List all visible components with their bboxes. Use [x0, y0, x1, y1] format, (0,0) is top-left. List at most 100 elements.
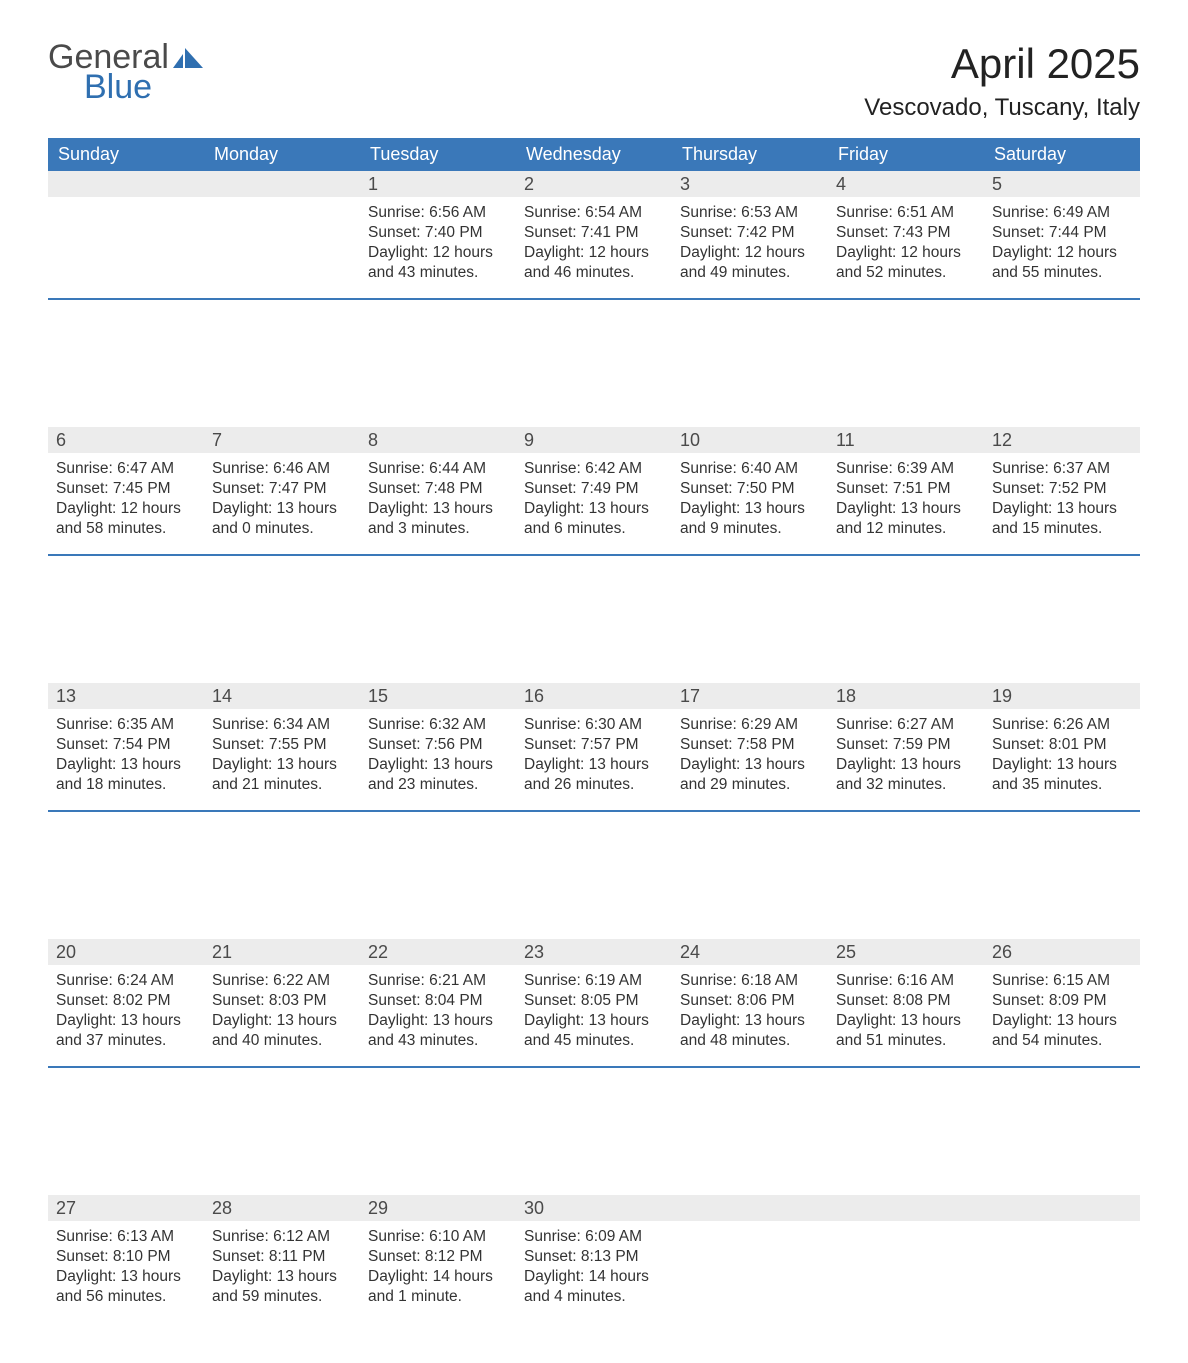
- day-number: 12: [984, 427, 1140, 453]
- day-number: 14: [204, 683, 360, 709]
- day-number: 21: [204, 939, 360, 965]
- sunrise-text: Sunrise: 6:40 AM: [680, 459, 820, 479]
- week-row: 1Sunrise: 6:56 AMSunset: 7:40 PMDaylight…: [48, 171, 1140, 299]
- daylight-text: Daylight: 12 hours and 55 minutes.: [992, 243, 1132, 283]
- day-number: [828, 1195, 984, 1221]
- day-cell: 12Sunrise: 6:37 AMSunset: 7:52 PMDayligh…: [984, 427, 1140, 555]
- daylight-text: Daylight: 13 hours and 3 minutes.: [368, 499, 508, 539]
- sunrise-text: Sunrise: 6:15 AM: [992, 971, 1132, 991]
- weekday-header: Wednesday: [516, 138, 672, 171]
- day-details: Sunrise: 6:44 AMSunset: 7:48 PMDaylight:…: [360, 453, 516, 548]
- day-details: Sunrise: 6:47 AMSunset: 7:45 PMDaylight:…: [48, 453, 204, 548]
- weekday-header: Tuesday: [360, 138, 516, 171]
- day-details: Sunrise: 6:42 AMSunset: 7:49 PMDaylight:…: [516, 453, 672, 548]
- day-details: Sunrise: 6:35 AMSunset: 7:54 PMDaylight:…: [48, 709, 204, 804]
- sunrise-text: Sunrise: 6:46 AM: [212, 459, 352, 479]
- day-cell: 19Sunrise: 6:26 AMSunset: 8:01 PMDayligh…: [984, 683, 1140, 811]
- week-row: 20Sunrise: 6:24 AMSunset: 8:02 PMDayligh…: [48, 939, 1140, 1067]
- sunrise-text: Sunrise: 6:09 AM: [524, 1227, 664, 1247]
- day-number: 16: [516, 683, 672, 709]
- sunrise-text: Sunrise: 6:53 AM: [680, 203, 820, 223]
- day-cell: [984, 1195, 1140, 1323]
- week-row: 13Sunrise: 6:35 AMSunset: 7:54 PMDayligh…: [48, 683, 1140, 811]
- daylight-text: Daylight: 13 hours and 37 minutes.: [56, 1011, 196, 1051]
- day-cell: 25Sunrise: 6:16 AMSunset: 8:08 PMDayligh…: [828, 939, 984, 1067]
- week-separator: [48, 811, 1140, 939]
- day-number: 17: [672, 683, 828, 709]
- day-number: 27: [48, 1195, 204, 1221]
- sunrise-text: Sunrise: 6:37 AM: [992, 459, 1132, 479]
- sunrise-text: Sunrise: 6:32 AM: [368, 715, 508, 735]
- title-block: April 2025 Vescovado, Tuscany, Italy: [864, 40, 1140, 122]
- day-details: Sunrise: 6:16 AMSunset: 8:08 PMDaylight:…: [828, 965, 984, 1060]
- day-number: [204, 171, 360, 197]
- daylight-text: Daylight: 13 hours and 21 minutes.: [212, 755, 352, 795]
- day-number: 4: [828, 171, 984, 197]
- daylight-text: Daylight: 13 hours and 48 minutes.: [680, 1011, 820, 1051]
- day-cell: 30Sunrise: 6:09 AMSunset: 8:13 PMDayligh…: [516, 1195, 672, 1323]
- weekday-header: Monday: [204, 138, 360, 171]
- sunset-text: Sunset: 8:01 PM: [992, 735, 1132, 755]
- day-number: 2: [516, 171, 672, 197]
- day-cell: 13Sunrise: 6:35 AMSunset: 7:54 PMDayligh…: [48, 683, 204, 811]
- daylight-text: Daylight: 13 hours and 35 minutes.: [992, 755, 1132, 795]
- sunset-text: Sunset: 8:12 PM: [368, 1247, 508, 1267]
- location: Vescovado, Tuscany, Italy: [864, 94, 1140, 122]
- header: General Blue April 2025 Vescovado, Tusca…: [48, 40, 1140, 122]
- day-number: 30: [516, 1195, 672, 1221]
- logo: General Blue: [48, 40, 203, 104]
- day-cell: 23Sunrise: 6:19 AMSunset: 8:05 PMDayligh…: [516, 939, 672, 1067]
- day-number: 5: [984, 171, 1140, 197]
- sunrise-text: Sunrise: 6:13 AM: [56, 1227, 196, 1247]
- day-details: Sunrise: 6:37 AMSunset: 7:52 PMDaylight:…: [984, 453, 1140, 548]
- sunset-text: Sunset: 8:08 PM: [836, 991, 976, 1011]
- day-cell: 27Sunrise: 6:13 AMSunset: 8:10 PMDayligh…: [48, 1195, 204, 1323]
- sunset-text: Sunset: 7:44 PM: [992, 223, 1132, 243]
- day-details: Sunrise: 6:56 AMSunset: 7:40 PMDaylight:…: [360, 197, 516, 292]
- daylight-text: Daylight: 13 hours and 15 minutes.: [992, 499, 1132, 539]
- daylight-text: Daylight: 12 hours and 46 minutes.: [524, 243, 664, 283]
- sunrise-text: Sunrise: 6:10 AM: [368, 1227, 508, 1247]
- daylight-text: Daylight: 13 hours and 18 minutes.: [56, 755, 196, 795]
- day-cell: [672, 1195, 828, 1323]
- sunrise-text: Sunrise: 6:54 AM: [524, 203, 664, 223]
- sunrise-text: Sunrise: 6:19 AM: [524, 971, 664, 991]
- daylight-text: Daylight: 13 hours and 45 minutes.: [524, 1011, 664, 1051]
- day-number: 1: [360, 171, 516, 197]
- daylight-text: Daylight: 13 hours and 32 minutes.: [836, 755, 976, 795]
- day-details: Sunrise: 6:10 AMSunset: 8:12 PMDaylight:…: [360, 1221, 516, 1316]
- daylight-text: Daylight: 12 hours and 49 minutes.: [680, 243, 820, 283]
- daylight-text: Daylight: 13 hours and 23 minutes.: [368, 755, 508, 795]
- day-cell: 11Sunrise: 6:39 AMSunset: 7:51 PMDayligh…: [828, 427, 984, 555]
- weekday-header-row: Sunday Monday Tuesday Wednesday Thursday…: [48, 138, 1140, 171]
- daylight-text: Daylight: 13 hours and 54 minutes.: [992, 1011, 1132, 1051]
- day-cell: 3Sunrise: 6:53 AMSunset: 7:42 PMDaylight…: [672, 171, 828, 299]
- sunset-text: Sunset: 8:10 PM: [56, 1247, 196, 1267]
- weekday-header: Friday: [828, 138, 984, 171]
- day-number: [672, 1195, 828, 1221]
- day-cell: 26Sunrise: 6:15 AMSunset: 8:09 PMDayligh…: [984, 939, 1140, 1067]
- weekday-header: Sunday: [48, 138, 204, 171]
- sunset-text: Sunset: 7:52 PM: [992, 479, 1132, 499]
- sunset-text: Sunset: 7:48 PM: [368, 479, 508, 499]
- daylight-text: Daylight: 12 hours and 58 minutes.: [56, 499, 196, 539]
- sunset-text: Sunset: 7:54 PM: [56, 735, 196, 755]
- daylight-text: Daylight: 13 hours and 9 minutes.: [680, 499, 820, 539]
- day-number: 15: [360, 683, 516, 709]
- sunset-text: Sunset: 7:45 PM: [56, 479, 196, 499]
- daylight-text: Daylight: 13 hours and 0 minutes.: [212, 499, 352, 539]
- sunrise-text: Sunrise: 6:30 AM: [524, 715, 664, 735]
- daylight-text: Daylight: 12 hours and 52 minutes.: [836, 243, 976, 283]
- day-details: Sunrise: 6:15 AMSunset: 8:09 PMDaylight:…: [984, 965, 1140, 1060]
- daylight-text: Daylight: 13 hours and 26 minutes.: [524, 755, 664, 795]
- day-details: Sunrise: 6:22 AMSunset: 8:03 PMDaylight:…: [204, 965, 360, 1060]
- weekday-header: Saturday: [984, 138, 1140, 171]
- sunset-text: Sunset: 7:47 PM: [212, 479, 352, 499]
- day-cell: 4Sunrise: 6:51 AMSunset: 7:43 PMDaylight…: [828, 171, 984, 299]
- day-details: Sunrise: 6:49 AMSunset: 7:44 PMDaylight:…: [984, 197, 1140, 292]
- sunset-text: Sunset: 7:58 PM: [680, 735, 820, 755]
- sunset-text: Sunset: 8:13 PM: [524, 1247, 664, 1267]
- daylight-text: Daylight: 13 hours and 12 minutes.: [836, 499, 976, 539]
- day-details: Sunrise: 6:53 AMSunset: 7:42 PMDaylight:…: [672, 197, 828, 292]
- day-cell: 21Sunrise: 6:22 AMSunset: 8:03 PMDayligh…: [204, 939, 360, 1067]
